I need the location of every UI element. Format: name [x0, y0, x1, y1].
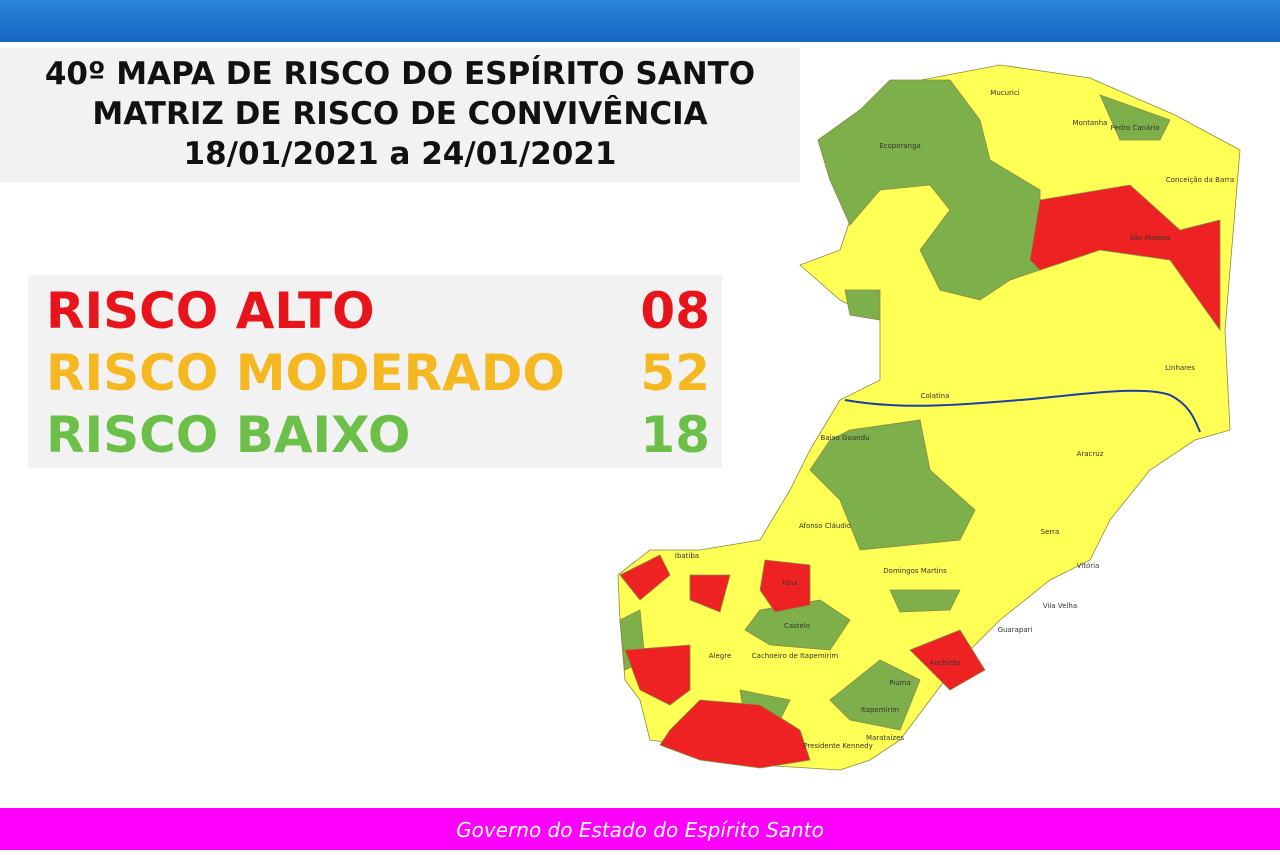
- risk-row: RISCO ALTO 08: [46, 279, 710, 343]
- municipality-label: Anchieta: [930, 659, 961, 667]
- municipality-label: Colatina: [921, 392, 950, 400]
- low-risk-areas: [619, 79, 1171, 731]
- municipality-label: Guarapari: [998, 626, 1033, 634]
- municipality-label: Iúna: [782, 579, 797, 587]
- municipality-label: Baixo Guandu: [821, 434, 870, 442]
- municipality-label: Presidente Kennedy: [803, 742, 873, 750]
- title-line: 40º MAPA DE RISCO DO ESPÍRITO SANTO: [44, 56, 756, 92]
- municipality-label: Castelo: [784, 622, 810, 630]
- risk-row: RISCO BAIXO 18: [46, 403, 710, 467]
- municipality-label: Domingos Martins: [883, 567, 947, 575]
- title-line: MATRIZ DE RISCO DE CONVIVÊNCIA: [92, 96, 708, 132]
- municipality-label: Mucurici: [990, 89, 1019, 97]
- municipality-label: Afonso Cláudio: [799, 522, 851, 530]
- municipality-label: Vila Velha: [1043, 602, 1077, 610]
- municipality-label: Ibatiba: [675, 552, 699, 560]
- municipality-label: São Mateus: [1130, 234, 1171, 242]
- risk-row: RISCO MODERADO 52: [46, 341, 710, 405]
- municipality-label: Ecoporanga: [879, 142, 921, 150]
- high-risk-areas: [619, 184, 1221, 769]
- footer: Governo do Estado do Espírito Santo: [0, 808, 1280, 850]
- risk-count: 52: [640, 344, 710, 402]
- risk-count: 18: [640, 406, 710, 464]
- municipality-label: Vitória: [1077, 562, 1100, 570]
- municipality-label: Pedro Canário: [1111, 124, 1160, 132]
- risk-label: RISCO BAIXO: [46, 406, 411, 464]
- municipality-label: Cachoeiro de Itapemirim: [752, 652, 839, 660]
- municipality-label: Alegre: [709, 652, 732, 660]
- top-bar: [0, 0, 1280, 42]
- risk-table: RISCO ALTO 08 RISCO MODERADO 52 RISCO BAIX…: [28, 275, 722, 468]
- risk-label: RISCO MODERADO: [46, 344, 565, 402]
- municipality-label: Conceição da Barra: [1166, 176, 1234, 184]
- municipality-label: Itapemirim: [861, 706, 899, 714]
- municipality-label: Linhares: [1165, 364, 1195, 372]
- municipality-label: Montanha: [1073, 119, 1108, 127]
- risk-label: RISCO ALTO: [46, 282, 375, 340]
- title-box: 40º MAPA DE RISCO DO ESPÍRITO SANTO MATR…: [0, 48, 800, 182]
- municipality-label: Marataízes: [866, 734, 904, 742]
- municipality-label: Piúma: [889, 679, 911, 687]
- title-line: 18/01/2021 a 24/01/2021: [183, 136, 617, 172]
- municipality-label: Serra: [1041, 528, 1060, 536]
- municipality-label: Aracruz: [1077, 450, 1104, 458]
- risk-count: 08: [640, 282, 710, 340]
- river: [844, 389, 1201, 433]
